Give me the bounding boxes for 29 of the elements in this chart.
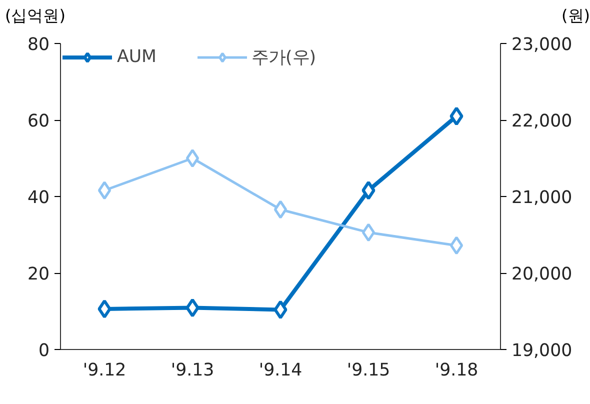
- point: [450, 106, 464, 126]
- point: [274, 300, 288, 320]
- y2-tick-label: 21,000: [512, 188, 572, 208]
- y-tick-label: 40: [27, 188, 50, 208]
- y2-tick-label: 22,000: [512, 111, 572, 132]
- y2-tick-label: 19,000: [512, 340, 572, 361]
- point: [98, 180, 112, 200]
- legend-label: 주가(우): [252, 46, 316, 69]
- y-tick-label: 80: [27, 34, 50, 55]
- legend-label: AUM: [117, 46, 156, 67]
- y-tick-label: 0: [38, 340, 50, 361]
- y-axis-title: (십억원): [5, 5, 66, 27]
- x-tick-label: '9.12: [82, 360, 126, 380]
- x-tick-label: '9.18: [434, 360, 478, 380]
- x-tick-label: '9.14: [258, 360, 302, 380]
- point: [186, 148, 200, 168]
- y-tick-label: 20: [27, 264, 50, 284]
- y2-tick-label: 20,000: [512, 264, 572, 284]
- point: [362, 180, 376, 200]
- point: [362, 223, 376, 242]
- x-tick-label: '9.13: [170, 360, 214, 380]
- y2-tick-label: 23,000: [512, 34, 572, 55]
- y-tick-label: 60: [27, 111, 50, 132]
- x-tick-label: '9.15: [346, 360, 390, 380]
- point: [274, 200, 288, 219]
- point: [450, 236, 464, 255]
- y2-axis-title: (원): [562, 5, 590, 27]
- point: [98, 299, 112, 318]
- point: [186, 298, 200, 318]
